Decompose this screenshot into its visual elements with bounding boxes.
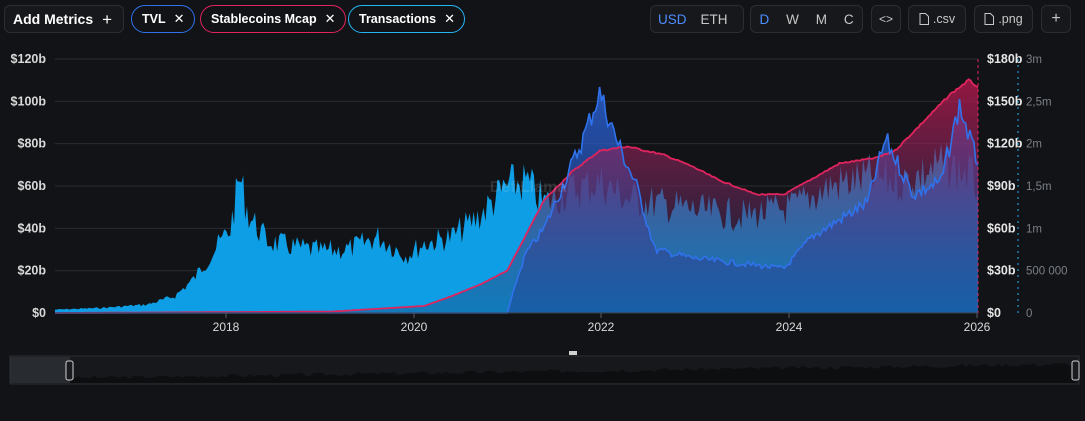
y-tick-label-stablecoins: $90b	[987, 179, 1016, 193]
metric-chip-label: Stablecoins Mcap	[211, 12, 317, 26]
y-tick-label-tvl: $120b	[11, 52, 47, 66]
y-tick-label-stablecoins: $60b	[987, 221, 1016, 235]
range-brush[interactable]	[9, 351, 1080, 385]
metric-chip-tvl[interactable]: TVL ✕	[131, 5, 195, 33]
brush-unselected-region	[10, 357, 70, 383]
png-label: .png	[998, 12, 1023, 26]
file-icon	[919, 13, 929, 25]
grouping-cumulative[interactable]: C	[843, 11, 854, 27]
metric-chip-transactions[interactable]: Transactions ✕	[348, 5, 466, 33]
embed-button[interactable]: <>	[871, 5, 901, 33]
metric-chip-stablecoins-mcap[interactable]: Stablecoins Mcap ✕	[200, 5, 346, 33]
y-tick-label-transactions: 500 000	[1026, 266, 1068, 278]
denomination-eth[interactable]: ETH	[700, 11, 728, 27]
y-tick-label-transactions: 3m	[1026, 54, 1042, 66]
download-csv-button[interactable]: .csv	[908, 5, 966, 33]
brush-handle-left[interactable]	[65, 360, 74, 381]
series-stablecoins-mcap-area	[55, 79, 978, 313]
denomination-toggle: USD ETH	[650, 5, 744, 33]
grouping-toggle: D W M C	[750, 5, 863, 33]
chart-toolbar: Add Metrics + TVL ✕ Stablecoins Mcap ✕ T…	[0, 0, 1085, 40]
grouping-daily[interactable]: D	[759, 11, 770, 27]
y-tick-label-tvl: $0	[32, 306, 46, 320]
y-tick-label-tvl: $100b	[11, 94, 47, 108]
x-tick-label: 2018	[213, 320, 240, 334]
y-tick-label-transactions: 2m	[1026, 139, 1042, 151]
brush-handle-right[interactable]	[1071, 360, 1080, 381]
brush-drag-grip[interactable]	[569, 351, 577, 355]
close-icon[interactable]: ✕	[444, 11, 456, 26]
y-tick-label-transactions: 2,5m	[1026, 96, 1052, 108]
y-tick-label-stablecoins: $150b	[987, 94, 1023, 108]
y-tick-label-tvl: $40b	[18, 221, 47, 235]
watermark: DefiLlama	[490, 179, 567, 196]
x-tick-label: 2022	[588, 320, 615, 334]
close-icon[interactable]: ✕	[324, 11, 336, 26]
y-tick-label-stablecoins: $0	[987, 306, 1001, 320]
y-tick-label-transactions: 1m	[1026, 223, 1042, 235]
y-tick-label-tvl: $20b	[18, 264, 47, 278]
brush-overview	[70, 363, 1076, 383]
y-tick-label-transactions: 0	[1026, 308, 1032, 320]
add-metrics-label: Add Metrics	[13, 11, 94, 27]
add-metrics-button[interactable]: Add Metrics +	[4, 5, 124, 33]
plus-icon: +	[102, 9, 113, 29]
csv-label: .csv	[932, 12, 956, 26]
denomination-usd[interactable]: USD	[658, 11, 687, 27]
y-tick-label-stablecoins: $30b	[987, 264, 1016, 278]
y-tick-label-stablecoins: $120b	[987, 137, 1023, 151]
code-icon: <>	[878, 12, 893, 26]
y-tick-label-tvl: $80b	[18, 137, 47, 151]
download-png-button[interactable]: .png	[974, 5, 1033, 33]
add-chart-button[interactable]: +	[1041, 5, 1071, 33]
x-tick-label: 2026	[964, 320, 991, 334]
close-icon[interactable]: ✕	[173, 11, 185, 26]
x-tick-label: 2020	[401, 320, 428, 334]
grouping-monthly[interactable]: M	[815, 11, 827, 27]
y-tick-label-transactions: 1,5m	[1026, 181, 1052, 193]
y-tick-label-tvl: $60b	[18, 179, 47, 193]
grouping-weekly[interactable]: W	[786, 11, 799, 27]
y-tick-label-stablecoins: $180b	[987, 52, 1023, 66]
axes: 2018 2020 2022 2024 2026$0$20b$40b$60b$80b$1…	[11, 52, 1068, 334]
x-tick-label: 2024	[776, 320, 803, 334]
metric-chip-label: TVL	[142, 12, 166, 26]
metric-chip-label: Transactions	[359, 12, 437, 26]
file-icon	[984, 13, 995, 25]
plus-icon: +	[1051, 10, 1061, 27]
